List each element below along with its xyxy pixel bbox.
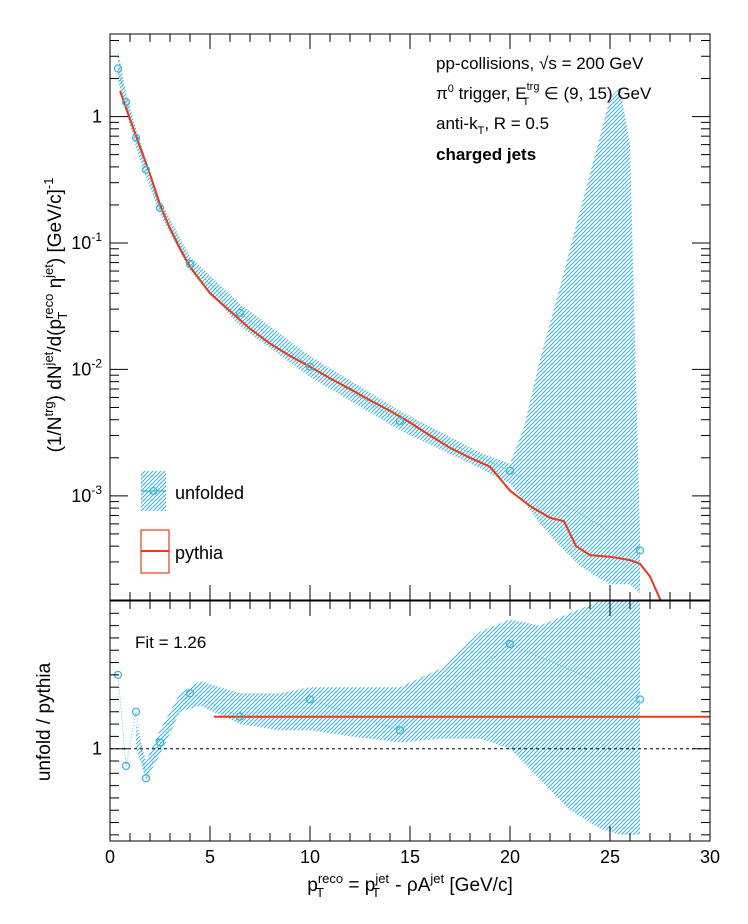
legend-entry-unfolded: unfolded	[141, 471, 244, 511]
x-tick-label: 0	[105, 847, 115, 867]
legend-entry-pythia: pythia	[140, 529, 224, 574]
unfolded-point	[305, 362, 315, 371]
unfolded-point	[185, 260, 195, 269]
unfolded-band-area	[118, 51, 640, 594]
ratio-points	[113, 639, 645, 783]
bottom-plot-frame	[109, 600, 711, 842]
unfolded-point	[235, 308, 245, 318]
top-y-tick-label: 10-2	[71, 356, 102, 379]
top-y-tick-label: 10-1	[71, 230, 102, 253]
unfolded-uncertainty-band	[117, 51, 641, 594]
unfolded-point	[505, 466, 515, 475]
annotation-jet-type: charged jets	[436, 145, 536, 164]
top-y-tick-label: 10-3	[71, 483, 102, 506]
ratio-point	[131, 707, 141, 716]
ratio-uncertainty-band	[117, 601, 641, 835]
unfolded-point	[155, 203, 165, 212]
x-tick-label: 25	[600, 847, 620, 867]
ratio-point	[505, 639, 515, 649]
unfolded-point	[141, 165, 151, 174]
legend-pythia-label: pythia	[175, 543, 224, 563]
ratio-point	[305, 695, 315, 704]
x-axis-title: preco T = pjet T - ρAjet [GeV/c]	[307, 871, 513, 900]
x-tick-label: 5	[205, 847, 215, 867]
x-tick-label: 20	[500, 847, 520, 867]
ratio-point	[235, 712, 245, 721]
ratio-band-area	[136, 601, 640, 835]
top-plot-frame	[109, 33, 711, 601]
x-tick-label: 30	[700, 847, 720, 867]
legend-unfolded-label: unfolded	[175, 483, 244, 503]
ratio-point	[395, 726, 405, 735]
unfolded-point	[395, 416, 405, 426]
annotation-collision-system: pp-collisions, √s = 200 GeV	[436, 54, 644, 73]
ratio-point	[121, 761, 131, 771]
top-panel: 10-3 10-2 10-1 1 (1/Ntrg) dNjet/d(precoT ηj…	[41, 33, 711, 601]
top-y-tick-labels: 10-3 10-2 10-1 1	[71, 107, 102, 506]
fit-annotation: Fit = 1.26	[135, 633, 206, 652]
unfolded-point	[113, 64, 123, 73]
bottom-y-tick-label: 1	[92, 739, 102, 759]
unfolded-point	[635, 546, 645, 555]
ratio-point	[635, 695, 645, 704]
unfolded-points	[113, 64, 645, 555]
top-y-axis-title: (1/Ntrg) dNjet/d(precoT ηjet) [GeV/c]-1	[41, 178, 70, 453]
unfolded-point	[131, 133, 141, 142]
bottom-y-tick-labels: 1	[92, 739, 102, 759]
x-tick-label: 15	[400, 847, 420, 867]
ratio-point	[155, 738, 165, 747]
bottom-y-axis-title: unfold / pythia	[34, 662, 55, 781]
bottom-panel: 1 0 5 10 15 20 25 30 Fit = 1.26 unfold / pythi…	[34, 600, 720, 900]
top-axis-ticks	[109, 34, 711, 600]
legend: unfolded pythia	[140, 471, 244, 574]
x-tick-label: 10	[300, 847, 320, 867]
ratio-connector	[117, 643, 641, 780]
top-y-tick-label: 1	[92, 107, 102, 127]
annotation-algorithm: anti-kT, R = 0.5	[436, 114, 549, 137]
unfolded-point	[121, 98, 131, 107]
pythia-line	[119, 90, 662, 600]
ratio-point	[185, 689, 195, 698]
x-tick-labels: 0 5 10 15 20 25 30	[105, 847, 720, 867]
pythia-curve	[119, 90, 662, 600]
ratio-point	[141, 774, 151, 783]
